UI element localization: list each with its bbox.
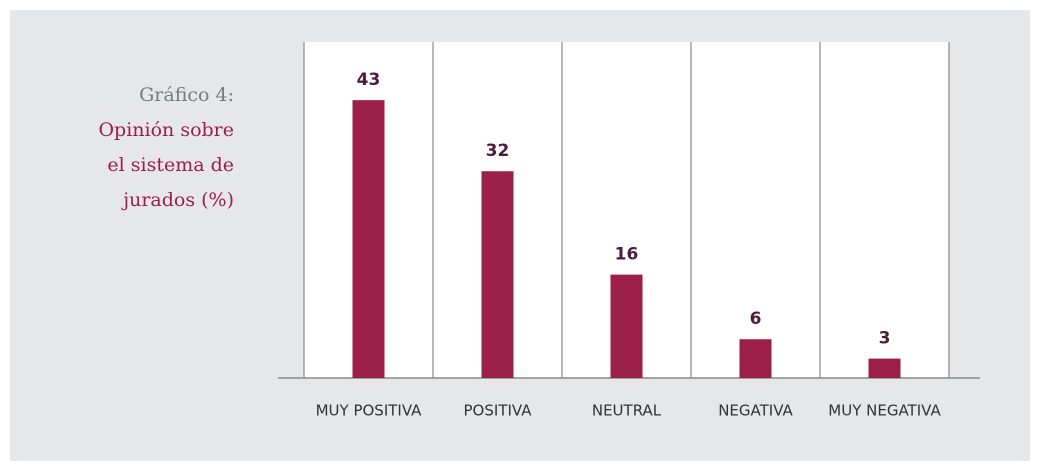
value-label: 6 bbox=[750, 309, 762, 329]
bar bbox=[739, 339, 772, 378]
bar bbox=[352, 100, 385, 379]
chart-label: Gráfico 4: bbox=[139, 84, 234, 106]
value-label: 43 bbox=[357, 70, 381, 90]
heading: Gráfico 4: Opinión sobre el sistema de j… bbox=[92, 78, 234, 218]
x-tick-label: NEUTRAL bbox=[592, 402, 662, 420]
bar bbox=[481, 171, 514, 378]
x-tick-label: MUY NEGATIVA bbox=[828, 402, 941, 420]
value-label: 16 bbox=[615, 245, 639, 265]
x-tick-label: POSITIVA bbox=[464, 402, 533, 420]
bar bbox=[868, 358, 901, 378]
chart-title: Opinión sobre el sistema de jurados (%) bbox=[98, 119, 234, 211]
bar bbox=[610, 274, 643, 378]
x-tick-label: MUY POSITIVA bbox=[316, 402, 423, 420]
x-tick-label: NEGATIVA bbox=[718, 402, 793, 420]
value-label: 3 bbox=[879, 329, 891, 349]
value-label: 32 bbox=[486, 141, 510, 161]
